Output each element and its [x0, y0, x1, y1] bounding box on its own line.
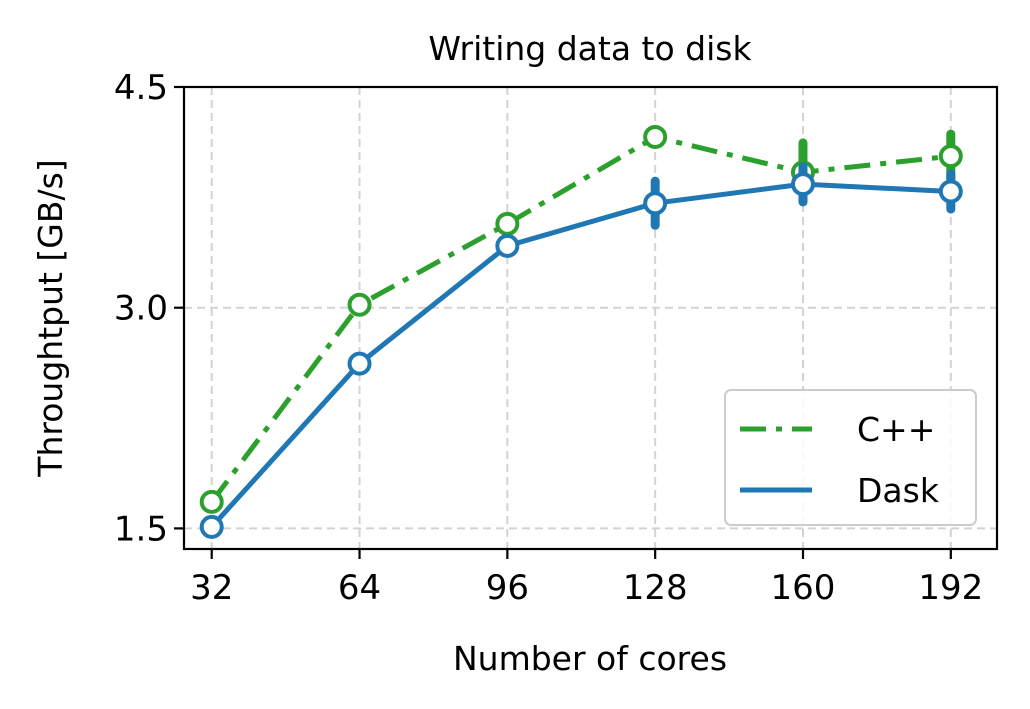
data-point-cpp: [643, 125, 668, 150]
x-tick-label: 192: [918, 568, 983, 608]
y-axis-label: Throughtput [GB/s]: [31, 159, 70, 477]
data-point-cpp: [347, 292, 372, 317]
plot-frame: [182, 85, 999, 551]
series-layer: [199, 125, 963, 539]
data-point-dask: [495, 233, 520, 258]
x-tick-label: 128: [623, 568, 688, 608]
data-point-dask: [199, 514, 224, 539]
x-tick-label: 32: [190, 568, 233, 608]
legend-label-cpp: C++: [857, 410, 935, 449]
data-point-dask: [938, 179, 963, 204]
data-point-cpp: [495, 211, 520, 236]
legend-label-dask: Dask: [857, 471, 940, 510]
y-tick-label: 3.0: [114, 289, 168, 329]
data-point-cpp: [938, 144, 963, 169]
series-line-dask: [209, 181, 951, 529]
x-tick-label: 64: [338, 568, 381, 608]
data-point-dask: [790, 172, 815, 197]
series-dask: [199, 161, 963, 539]
chart-title: Writing data to disk: [428, 29, 752, 68]
data-point-cpp: [199, 489, 224, 514]
x-tick-label: 160: [771, 568, 836, 608]
ticks: 32 64 96 128 160 192 1.5 3.0 4.5: [114, 68, 983, 608]
y-tick-label: 1.5: [114, 509, 168, 549]
data-point-dask: [347, 351, 372, 376]
x-tick-label: 96: [486, 568, 529, 608]
legend: C++ Dask: [724, 389, 977, 526]
data-point-dask: [643, 191, 668, 216]
y-tick-label: 4.5: [114, 68, 168, 108]
x-axis-label: Number of cores: [453, 639, 727, 678]
